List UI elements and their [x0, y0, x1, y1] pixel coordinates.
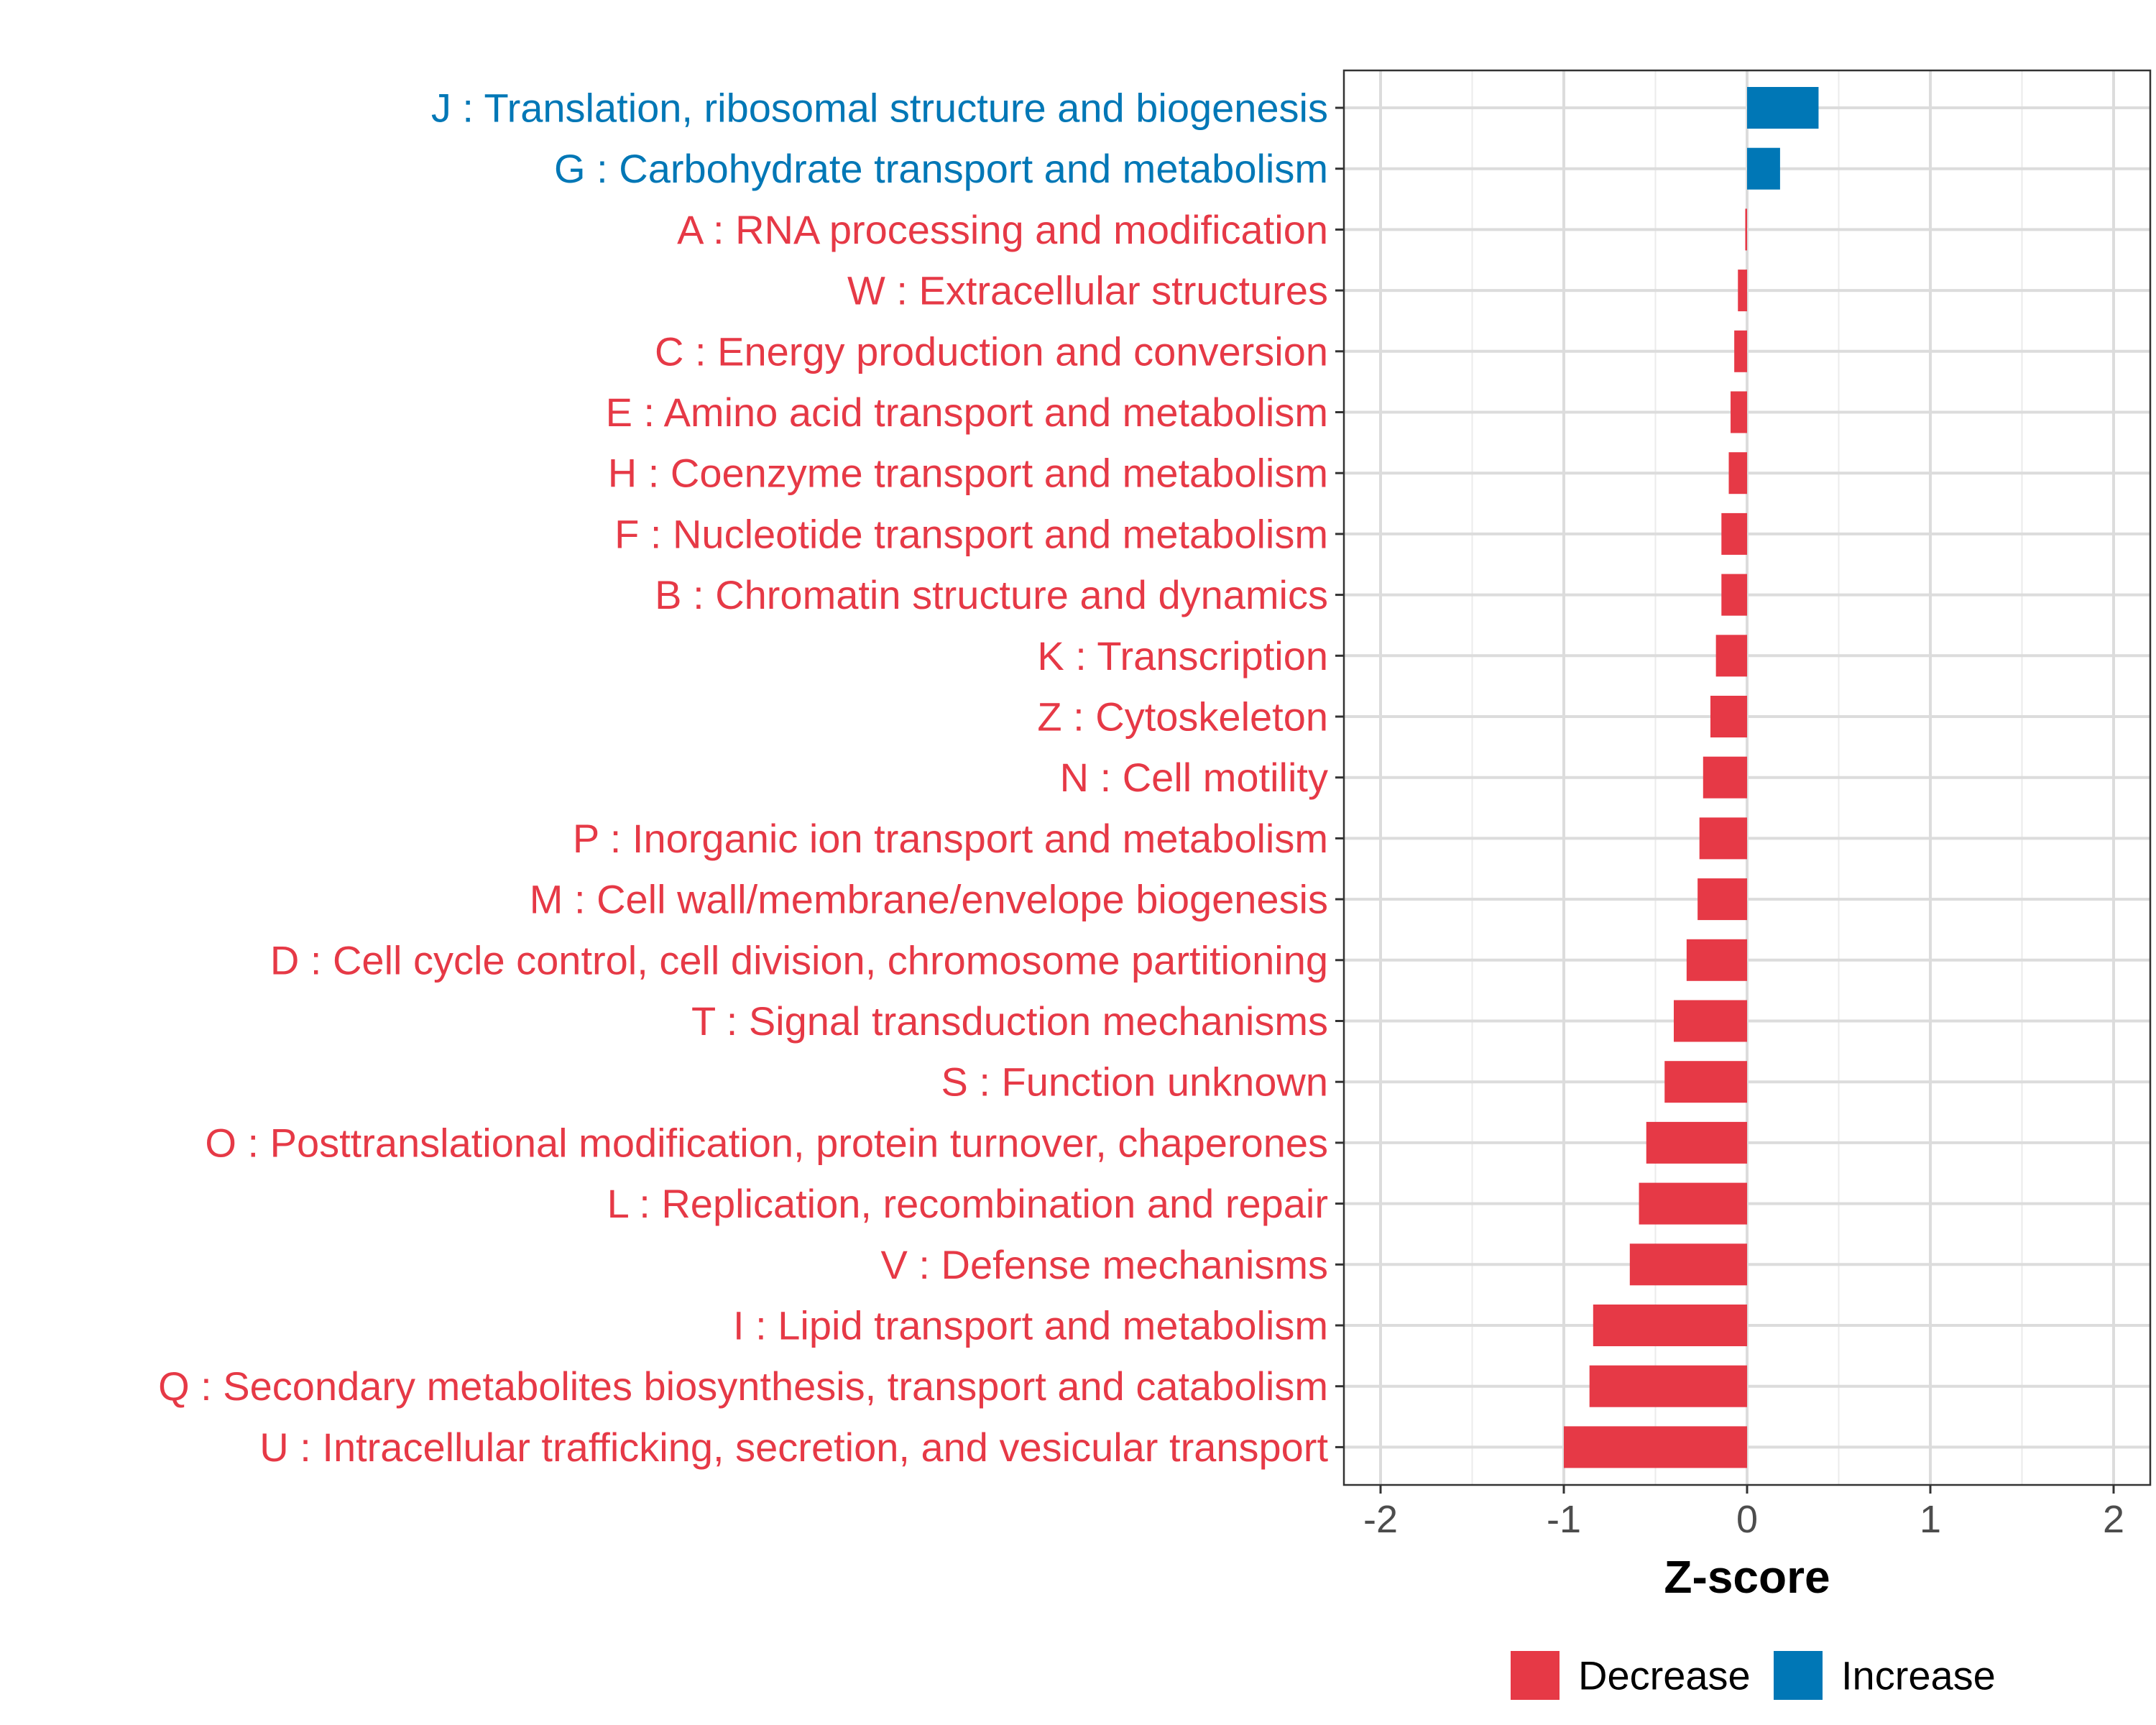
bar — [1745, 208, 1747, 251]
bar — [1721, 512, 1747, 555]
bar — [1738, 270, 1747, 312]
bar — [1747, 147, 1780, 190]
x-tick-label: -2 — [1363, 1498, 1398, 1541]
category-label: H : Coenzyme transport and metabolism — [608, 451, 1328, 496]
x-tick-label: 0 — [1736, 1498, 1758, 1541]
bar — [1593, 1305, 1747, 1346]
category-label: T : Signal transduction mechanisms — [691, 998, 1328, 1044]
legend-label-decrease: Decrease — [1578, 1653, 1751, 1698]
bar — [1731, 391, 1747, 433]
bar — [1564, 1426, 1747, 1468]
bar — [1674, 1000, 1747, 1042]
category-label: O : Posttranslational modification, prot… — [205, 1120, 1328, 1165]
bar — [1589, 1365, 1747, 1407]
bar — [1699, 817, 1747, 860]
bar — [1664, 1061, 1747, 1103]
bar — [1629, 1243, 1747, 1286]
category-label: E : Amino acid transport and metabolism — [606, 390, 1328, 435]
category-label: Q : Secondary metabolites biosynthesis, … — [158, 1363, 1328, 1409]
bar — [1686, 939, 1747, 981]
x-tick-label: 1 — [1920, 1498, 1941, 1541]
category-label: N : Cell motility — [1060, 755, 1328, 800]
category-label: W : Extracellular structures — [847, 268, 1328, 313]
category-label: L : Replication, recombination and repai… — [607, 1181, 1328, 1226]
category-label: J : Translation, ribosomal structure and… — [431, 86, 1328, 131]
category-label: Z : Cytoskeleton — [1037, 694, 1328, 740]
category-label: D : Cell cycle control, cell division, c… — [270, 937, 1328, 983]
category-label: I : Lipid transport and metabolism — [733, 1303, 1328, 1348]
bar — [1639, 1182, 1747, 1225]
x-axis-title: Z-score — [1664, 1551, 1830, 1603]
category-label: P : Inorganic ion transport and metaboli… — [573, 816, 1328, 861]
category-label: V : Defense mechanisms — [881, 1242, 1328, 1287]
legend: Decrease Increase — [1511, 1651, 1996, 1700]
category-label: G : Carbohydrate transport and metabolis… — [554, 146, 1328, 191]
category-label: C : Energy production and conversion — [655, 328, 1328, 374]
bar — [1728, 452, 1747, 494]
bar — [1697, 878, 1747, 921]
bar — [1710, 696, 1747, 737]
category-label: A : RNA processing and modification — [677, 207, 1328, 252]
category-label: S : Function unknown — [941, 1059, 1328, 1105]
bar — [1721, 574, 1747, 616]
x-tick-label: -1 — [1547, 1498, 1581, 1541]
category-label: F : Nucleotide transport and metabolism — [614, 511, 1328, 556]
bar — [1703, 756, 1747, 799]
legend-label-increase: Increase — [1841, 1653, 1996, 1698]
category-label: B : Chromatin structure and dynamics — [655, 572, 1328, 617]
bar — [1715, 635, 1747, 677]
legend-swatch-decrease — [1511, 1651, 1560, 1700]
category-label: K : Transcription — [1037, 633, 1328, 678]
category-label: M : Cell wall/membrane/envelope biogenes… — [530, 877, 1328, 922]
bar-layer — [1564, 87, 1819, 1468]
legend-swatch-increase — [1774, 1651, 1823, 1700]
bar — [1646, 1121, 1747, 1164]
tick-layer: -2 -1 0 1 2 — [1335, 106, 2124, 1541]
category-label: U : Intracellular trafficking, secretion… — [259, 1425, 1328, 1470]
bar — [1734, 330, 1747, 372]
bar — [1747, 87, 1819, 129]
x-tick-label: 2 — [2103, 1498, 2124, 1541]
category-label-layer: J : Translation, ribosomal structure and… — [158, 86, 1328, 1470]
